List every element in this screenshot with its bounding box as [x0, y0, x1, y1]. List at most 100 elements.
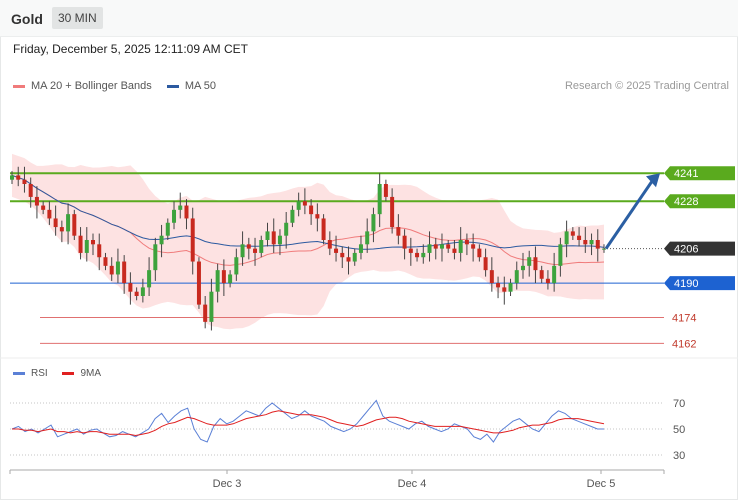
credit-text: Research © 2025 Trading Central — [564, 80, 729, 92]
legend-rsi: RSI — [13, 368, 48, 379]
rsi-legend: RSI 9MA — [13, 368, 113, 379]
candle-body — [115, 261, 120, 275]
candle-body — [147, 270, 152, 288]
candle-body — [340, 252, 345, 258]
candle-body — [134, 291, 139, 296]
candle-body — [221, 270, 226, 284]
candle-body — [321, 218, 326, 240]
candle-body — [109, 265, 114, 275]
candle-body — [302, 201, 307, 206]
candle-body — [246, 244, 251, 249]
chart-legend: MA 20 + Bollinger Bands MA 50 — [13, 80, 228, 92]
candle-body — [383, 184, 388, 197]
candles — [10, 166, 606, 331]
candle-body — [190, 218, 195, 262]
candle-body — [277, 235, 282, 245]
candle-body — [583, 240, 588, 245]
candle-body — [165, 222, 170, 236]
level-tag-4190 — [664, 276, 735, 291]
candle-body — [296, 201, 301, 210]
legend-rsi-ma: 9MA — [62, 368, 101, 379]
candle-body — [371, 214, 376, 232]
candle-body — [539, 270, 544, 279]
candle-body — [464, 240, 469, 245]
legend-ma20-label: MA 20 + Bollinger Bands — [31, 80, 152, 92]
level-tag-4228 — [664, 194, 735, 209]
candle-body — [47, 209, 52, 219]
top-bar: Gold 30 MIN — [0, 0, 738, 37]
candle-body — [209, 291, 214, 322]
candle-body — [471, 244, 476, 249]
candle-body — [327, 240, 332, 249]
candle-body — [377, 184, 382, 215]
candle-body — [408, 248, 413, 253]
level-label-4190: 4190 — [674, 278, 698, 290]
rsi-level-label-70: 70 — [673, 398, 685, 410]
rsi-level-label-50: 50 — [673, 424, 685, 436]
candle-body — [253, 248, 258, 253]
candle-body — [122, 261, 127, 284]
candle-body — [527, 257, 532, 266]
candle-body — [570, 231, 575, 236]
candle-body — [489, 270, 494, 284]
legend-ma50-label: MA 50 — [184, 80, 217, 92]
level-label-4241: 4241 — [674, 168, 698, 180]
candle-body — [34, 196, 39, 206]
x-tick-label: Dec 4 — [398, 478, 427, 490]
candle-body — [334, 248, 339, 253]
candle-body — [477, 248, 482, 258]
candle-body — [390, 196, 395, 228]
candle-body — [315, 214, 320, 219]
candle-body — [514, 270, 519, 284]
candle-body — [595, 240, 600, 249]
candle-body — [508, 283, 513, 292]
level-label-4228: 4228 — [674, 196, 698, 208]
candle-body — [97, 244, 102, 258]
candle-body — [396, 227, 401, 236]
candle-body — [496, 283, 501, 288]
candle-body — [483, 257, 488, 271]
candle-body — [53, 218, 58, 228]
timeframe-button[interactable]: 30 MIN — [52, 7, 103, 29]
candle-body — [577, 235, 582, 240]
candle-body — [271, 231, 276, 245]
candle-body — [265, 231, 270, 240]
forecast-arrow-shaft — [604, 180, 654, 250]
candle-body — [28, 184, 33, 197]
candle-body — [196, 261, 201, 305]
candle-body — [421, 252, 426, 258]
candle-body — [346, 257, 351, 262]
x-tick-label: Dec 3 — [213, 478, 242, 490]
candle-body — [84, 240, 89, 253]
x-tick-label: Dec 5 — [587, 478, 616, 490]
candle-body — [10, 175, 14, 180]
candle-body — [259, 240, 264, 253]
candle-body — [184, 205, 189, 219]
candle-body — [91, 240, 96, 245]
candle-body — [433, 244, 438, 249]
candle-body — [72, 214, 77, 236]
candle-body — [458, 240, 463, 253]
candle-body — [589, 240, 594, 245]
candle-body — [452, 248, 457, 253]
candle-body — [240, 244, 245, 258]
candle-body — [22, 179, 27, 184]
candle-body — [520, 265, 525, 271]
candle-body — [178, 205, 183, 210]
legend-ma50: MA 50 — [166, 80, 217, 92]
bollinger-band — [12, 153, 604, 330]
candle-body — [103, 257, 108, 266]
candle-body — [215, 270, 220, 292]
candle-body — [446, 244, 451, 249]
candle-body — [234, 257, 239, 275]
candle-body — [228, 274, 233, 284]
legend-rsi-label: RSI — [31, 368, 48, 379]
candle-body — [309, 205, 314, 215]
candle-body — [415, 252, 420, 258]
rsi-level-label-30: 30 — [673, 450, 685, 462]
candle-body — [552, 265, 557, 284]
timestamp: Friday, December 5, 2025 12:11:09 AM CET — [13, 42, 249, 56]
symbol-title: Gold — [11, 11, 43, 27]
rsi-line — [11, 399, 604, 443]
